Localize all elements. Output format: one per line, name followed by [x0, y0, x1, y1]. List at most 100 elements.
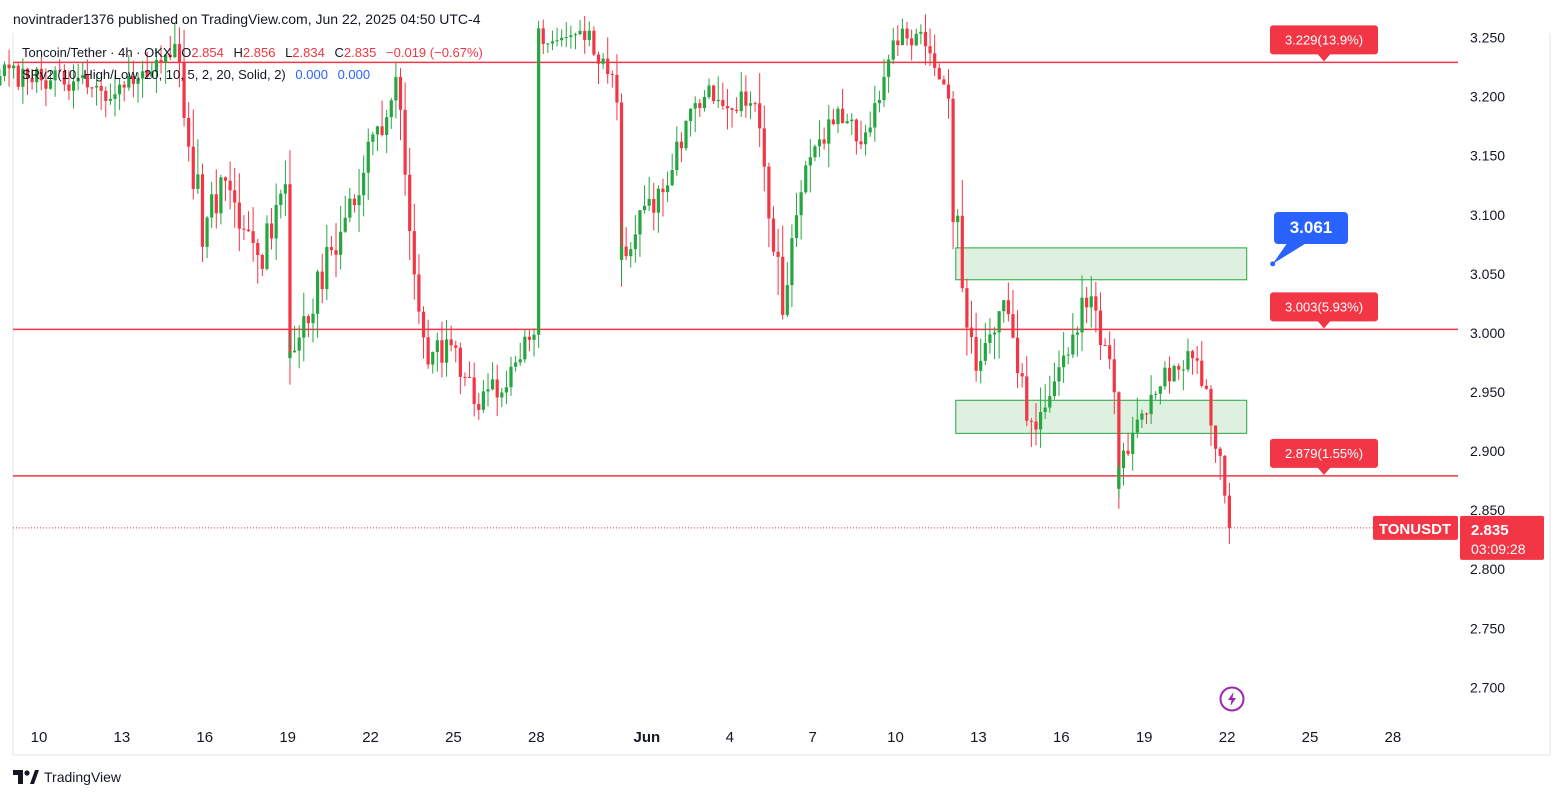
candle	[297, 325, 301, 369]
candle	[394, 62, 398, 119]
levels-layer	[13, 61, 1458, 477]
price-tick-label: 2.950	[1470, 384, 1505, 400]
time-tick-label: 7	[808, 729, 816, 746]
candle	[712, 84, 716, 104]
candle-body	[265, 223, 269, 269]
candle-body	[1015, 337, 1020, 374]
candle-body	[1011, 314, 1015, 338]
candle-body	[707, 85, 711, 98]
candle	[739, 71, 743, 117]
candle-body	[339, 231, 343, 255]
candle	[339, 206, 343, 270]
candle-body	[131, 76, 136, 84]
candle	[1154, 391, 1158, 400]
candle-body	[827, 119, 831, 144]
candle-body	[242, 228, 246, 230]
candle	[1204, 379, 1208, 390]
candle	[933, 34, 937, 77]
candle	[1227, 482, 1231, 544]
level-label-text: 3.003(5.93%)	[1285, 299, 1363, 314]
candle-body	[1190, 351, 1195, 359]
candle-body	[1085, 297, 1089, 308]
candle	[85, 59, 89, 95]
candle	[325, 224, 329, 301]
candle-body	[1158, 386, 1162, 394]
candle-body	[67, 84, 71, 91]
candle-body	[1048, 396, 1052, 408]
candle-body	[219, 177, 223, 214]
candle-body	[937, 67, 941, 80]
high-value: 2.856	[242, 45, 276, 60]
candle-body	[150, 71, 154, 77]
candle-body	[352, 198, 357, 206]
candle	[265, 215, 269, 271]
candle	[67, 70, 71, 100]
candle-body	[108, 98, 112, 101]
candle	[707, 78, 711, 99]
brand-footer[interactable]: TradingView	[13, 769, 121, 785]
time-tick-label: Jun	[634, 729, 661, 746]
symbol-legend[interactable]: Toncoin/Tether · 4h · OKX O2.854 H2.856 …	[22, 45, 483, 60]
time-tick-label: 25	[1302, 729, 1319, 746]
candle-body	[408, 174, 412, 232]
indicator-legend[interactable]: SRv2 (10, High/Low, 20, 10, 5, 2, 20, So…	[22, 67, 370, 82]
candle-body	[1025, 376, 1029, 421]
candle-body	[25, 68, 30, 79]
level-label-1: 3.229(13.9%)	[1270, 25, 1378, 62]
candle-body	[39, 68, 43, 81]
lightning-icon[interactable]	[1219, 686, 1245, 712]
candle-body	[164, 54, 168, 63]
candle	[1071, 313, 1075, 359]
candle	[822, 127, 826, 150]
candle-body	[214, 194, 218, 214]
indicator-name: SRv2 (10, High/Low, 20, 10, 5, 2, 20, So…	[22, 67, 286, 82]
candle-body	[624, 246, 628, 257]
candle-body	[868, 127, 872, 133]
time-tick-label: 22	[1219, 729, 1236, 746]
candle-body	[58, 70, 62, 72]
candle-body	[882, 76, 886, 101]
candle	[164, 53, 168, 84]
candle	[108, 83, 112, 105]
time-axis[interactable]: 10 13 16 19 22 25 28 Jun 4 7 10 13 16 19 22 25 28	[31, 729, 1402, 746]
candle	[490, 362, 495, 391]
candle-body	[587, 30, 591, 40]
candle	[380, 100, 384, 137]
candle	[486, 373, 490, 407]
candle-body	[1140, 413, 1144, 420]
indicator-value-1: 0.000	[295, 67, 328, 82]
candle	[624, 227, 628, 261]
candle-body	[371, 134, 375, 142]
candle	[30, 68, 34, 90]
candle	[638, 210, 642, 257]
price-callout[interactable]: 3.061	[1270, 212, 1348, 267]
candle	[1052, 362, 1057, 400]
candle-body	[1098, 310, 1103, 346]
callout-box	[1274, 212, 1348, 244]
level-label-box	[1270, 292, 1378, 322]
candle-body	[712, 85, 716, 102]
candle	[329, 235, 334, 256]
candle-body	[583, 30, 587, 40]
candle	[449, 325, 453, 352]
candle	[311, 298, 315, 343]
candle	[873, 85, 877, 142]
candle-body	[840, 108, 845, 124]
candle-body	[320, 271, 324, 290]
candle	[352, 194, 357, 213]
candle	[767, 162, 771, 248]
candle	[946, 69, 951, 119]
candle	[541, 19, 545, 54]
candle	[794, 192, 799, 247]
candle	[481, 380, 485, 414]
candle	[274, 183, 278, 260]
candle-body	[490, 379, 495, 390]
candle	[1163, 361, 1167, 391]
candle-body	[946, 84, 951, 99]
price-badge	[1460, 515, 1544, 560]
price-axis[interactable]: 3.250 3.200 3.150 3.100 3.050 3.000 2.950 2.900…	[1470, 30, 1505, 696]
candle	[965, 278, 969, 356]
price-tick-label: 3.150	[1470, 148, 1505, 164]
level-label-pointer	[1317, 466, 1331, 475]
